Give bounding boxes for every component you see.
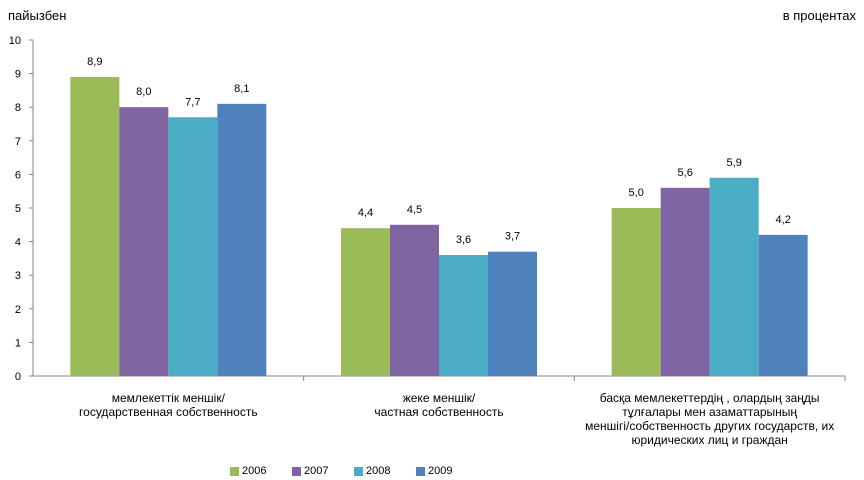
bar-2008 (709, 177, 759, 376)
bar-2007 (119, 107, 169, 376)
legend-swatch (354, 466, 363, 476)
data-label: 5,6 (678, 167, 693, 179)
data-label: 5,0 (629, 187, 644, 199)
data-label: 8,9 (87, 56, 102, 68)
data-label: 3,6 (456, 234, 471, 246)
y-tick-label: 8 (15, 102, 21, 114)
data-label: 7,7 (185, 96, 200, 108)
data-label: 8,1 (234, 83, 249, 95)
y-tick-label: 1 (15, 337, 21, 349)
bar-2007 (660, 187, 710, 376)
category-label: басқа мемлекеттердің , олардың заңды тұлғ… (560, 391, 860, 447)
bar-2007 (390, 224, 439, 376)
category-label-line: юридических лиц и граждан (631, 433, 788, 447)
y-unit-label-right: в процентах (782, 8, 856, 23)
y-unit-label: пайызбен (8, 8, 67, 23)
legend: 2006 2007 2008 2009 (230, 465, 478, 477)
category-label-line: тұлғалары мен азаматтарының (622, 405, 798, 419)
y-tick-label: 6 (15, 169, 21, 181)
y-tick-label: 5 (15, 203, 21, 215)
legend-label: 2007 (304, 465, 329, 477)
data-label: 8,0 (136, 86, 151, 98)
bar-2008 (439, 255, 488, 376)
category-label-line: меншігі/собственность других государств,… (585, 419, 835, 433)
bar-2008 (168, 117, 218, 376)
y-tick-label: 4 (15, 237, 21, 249)
legend-label: 2008 (366, 465, 391, 477)
y-tick-label: 7 (15, 136, 21, 148)
bar-2009 (217, 103, 267, 376)
category-label: жеке меншік/частная собственность (289, 391, 589, 419)
legend-item: 2009 (416, 465, 478, 477)
category-label-line: государственная собственность (79, 405, 258, 419)
legend-label: 2006 (242, 465, 267, 477)
category-label-line: мемлекеттік меншік/ (111, 391, 225, 405)
y-tick-label: 3 (15, 270, 21, 282)
legend-item: 2006 (230, 465, 292, 477)
y-tick-label: 9 (15, 69, 21, 81)
y-tick-label: 10 (9, 35, 21, 47)
bar-2009 (758, 234, 808, 376)
legend-item: 2008 (354, 465, 416, 477)
bar-2006 (70, 76, 120, 377)
legend-label: 2009 (428, 465, 453, 477)
category-label-line: частная собственность (374, 405, 504, 419)
data-label: 4,2 (776, 214, 791, 226)
y-tick-label: 0 (15, 371, 21, 383)
data-label: 4,5 (407, 204, 422, 216)
data-label: 3,7 (505, 231, 520, 243)
legend-swatch (416, 466, 425, 476)
category-label: мемлекеттік меншік/государственная собст… (18, 391, 318, 419)
legend-item: 2007 (292, 465, 354, 477)
data-label: 4,4 (358, 207, 373, 219)
data-label: 5,9 (727, 157, 742, 169)
legend-swatch (230, 466, 239, 476)
y-tick-label: 2 (15, 304, 21, 316)
legend-swatch (292, 466, 301, 476)
category-label-line: басқа мемлекеттердің , олардың заңды (599, 391, 820, 405)
bar-2006 (341, 228, 390, 376)
bar-2006 (611, 208, 661, 376)
bar-2009 (488, 251, 537, 376)
category-label-line: жеке меншік/ (402, 391, 476, 405)
